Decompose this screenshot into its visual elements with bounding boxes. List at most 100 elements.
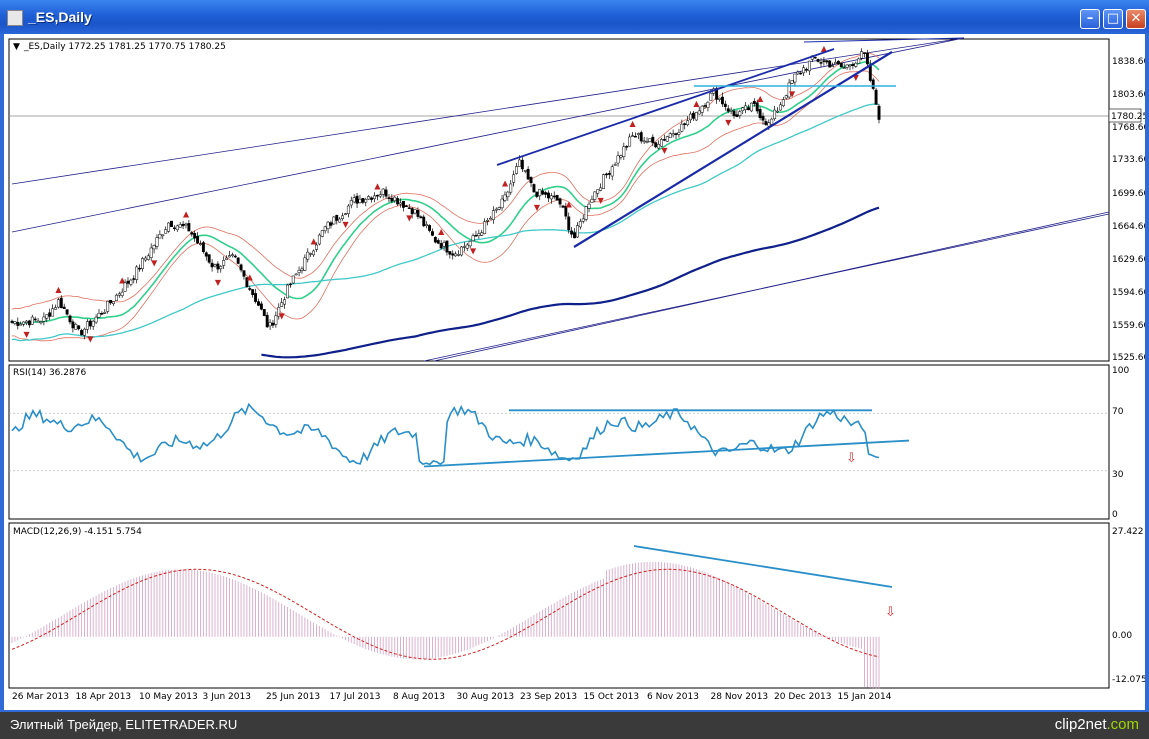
candle-body xyxy=(114,294,118,301)
fractal-arrow: ▲ xyxy=(821,44,828,53)
candle-body xyxy=(596,189,600,194)
candle-body xyxy=(462,246,466,248)
candle-body xyxy=(715,89,719,100)
fractal-arrow: ▼ xyxy=(342,220,349,229)
trendline-lower xyxy=(573,51,893,248)
fractal-arrow: ▼ xyxy=(87,335,94,344)
candle-body xyxy=(802,67,806,74)
candle-body xyxy=(871,79,875,89)
candle-body xyxy=(39,321,43,324)
candle-body xyxy=(509,183,513,193)
candle-body xyxy=(428,225,432,231)
candle-body xyxy=(529,177,533,184)
candle-body xyxy=(390,197,394,202)
candle-body xyxy=(625,146,629,148)
macd-panel xyxy=(8,522,1110,689)
price-tick-label: 1803.60 xyxy=(1112,90,1145,100)
candle-body xyxy=(94,316,98,323)
candle-body xyxy=(384,189,388,197)
candle-body xyxy=(729,109,733,112)
channel-line xyxy=(433,211,1110,362)
candle-body xyxy=(97,312,101,318)
price-tick-label: 1699.60 xyxy=(1112,189,1145,199)
candle-body xyxy=(639,132,643,142)
x-tick-label: 25 Jun 2013 xyxy=(266,692,320,702)
candle-body xyxy=(628,136,632,147)
fractal-arrow: ▲ xyxy=(55,285,62,294)
candle-body xyxy=(799,72,803,75)
candle-body xyxy=(91,320,95,327)
price-tick-label: 1733.60 xyxy=(1112,155,1145,165)
x-tick-label: 28 Nov 2013 xyxy=(711,692,769,702)
x-tick-label: 18 Apr 2013 xyxy=(76,692,132,702)
candle-body xyxy=(454,253,458,257)
candle-body xyxy=(402,201,405,208)
candle-body xyxy=(506,191,510,198)
x-tick-label: 8 Aug 2013 xyxy=(393,692,445,702)
rsi-panel xyxy=(8,364,1110,520)
candle-body xyxy=(575,225,579,238)
candle-body xyxy=(851,63,855,66)
candle-body xyxy=(346,205,350,214)
candle-body xyxy=(758,109,762,119)
candle-body xyxy=(152,245,156,250)
minimize-button[interactable]: – xyxy=(1080,9,1100,29)
candle-body xyxy=(288,283,292,286)
fractal-arrow: ▼ xyxy=(789,89,796,98)
candle-body xyxy=(274,315,278,325)
candle-body xyxy=(112,301,115,305)
candle-body xyxy=(483,221,487,234)
candle-body xyxy=(747,107,750,111)
candle-body xyxy=(480,232,484,236)
terminal-window: _ES,Daily – □ ✕ 1780.25 ▼ ▲ ▼ ▲ ▼ ▲ ▼ ▲ ▼ ▲ ▼ ▲ ▼ ▲ ▼ ▲… xyxy=(0,0,1149,712)
candle-body xyxy=(677,132,681,135)
candle-body xyxy=(587,203,591,209)
candle-body xyxy=(16,321,20,326)
ma-long-line xyxy=(261,206,880,359)
candle-body xyxy=(126,280,130,284)
candle-body xyxy=(662,139,666,141)
fractal-arrow: ▼ xyxy=(853,73,860,82)
footer-caption: Элитный Трейдер, ELITETRADER.RU xyxy=(10,717,238,732)
maximize-button[interactable]: □ xyxy=(1103,9,1123,29)
candle-body xyxy=(407,207,411,209)
close-button[interactable]: ✕ xyxy=(1126,9,1146,29)
candle-body xyxy=(158,234,162,239)
candle-body xyxy=(839,62,843,68)
candle-body xyxy=(517,159,521,167)
chart-svg[interactable]: 1780.25 ▼▲▼▲▼▲▼▲▼▲▼▲▼▲▼▲▼ ▲ ▼▲▼▲▼▲▼▲▼ ⇩ ⇩ … xyxy=(4,34,1149,710)
candle-body xyxy=(317,234,321,245)
candle-body xyxy=(254,293,258,302)
candle-body xyxy=(358,198,362,203)
candle-body xyxy=(312,250,316,256)
rsi-support xyxy=(423,439,910,468)
candle-body xyxy=(642,140,646,143)
candle-body xyxy=(283,299,287,305)
candle-body xyxy=(834,62,837,65)
candle-body xyxy=(88,320,92,327)
title-bar[interactable]: _ES,Daily – □ ✕ xyxy=(0,0,1149,34)
candle-body xyxy=(230,254,234,257)
candle-body xyxy=(199,243,202,245)
candle-body xyxy=(344,213,347,215)
candle-body xyxy=(819,62,823,64)
candle-body xyxy=(297,270,301,273)
candle-body xyxy=(671,133,675,136)
price-title-arrow[interactable]: ▼ xyxy=(13,42,20,52)
candle-body xyxy=(781,99,785,106)
candle-body xyxy=(648,138,652,142)
candle-body xyxy=(660,139,663,147)
candle-body xyxy=(259,303,263,310)
chart-area[interactable]: 1780.25 ▼ ▲ ▼ ▲ ▼ ▲ ▼ ▲ ▼ ▲ ▼ ▲ ▼ ▲ ▼ ▲ ▼ ▲ ▼ ▲ ▼ ▲ ▼ ▲ ▼ ▲ ▼ ⇩ ⇩ … xyxy=(4,34,1149,710)
candle-body xyxy=(831,65,835,67)
candle-body xyxy=(749,102,753,112)
candle-body xyxy=(280,302,284,307)
candle-body xyxy=(436,240,440,244)
candle-body xyxy=(581,218,585,222)
candle-body xyxy=(633,135,637,138)
candle-body xyxy=(816,59,820,62)
candle-body xyxy=(245,277,249,288)
fractal-arrow: ▼ xyxy=(406,213,413,222)
candle-body xyxy=(100,313,104,315)
candle-body xyxy=(526,168,530,180)
